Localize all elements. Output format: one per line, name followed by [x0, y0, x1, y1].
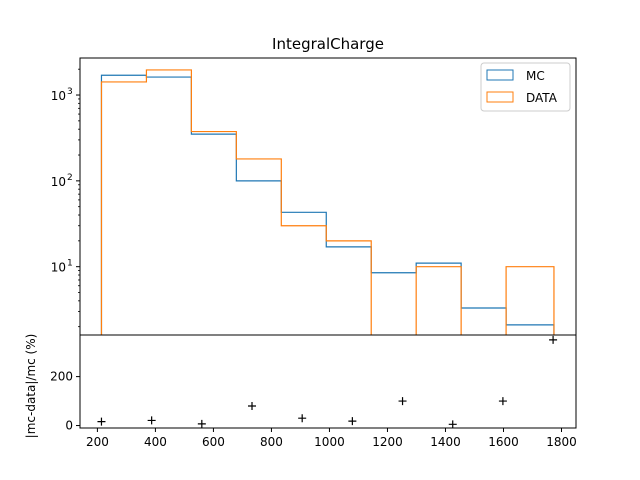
ratio-point-marker: [498, 397, 507, 406]
ratio-y-tick-label: 0: [65, 419, 73, 433]
x-tick-label: 800: [260, 435, 283, 449]
x-tick-label: 1800: [546, 435, 577, 449]
y-tick-label: 10: [51, 175, 66, 189]
y-tick-exponent: 1: [67, 259, 73, 269]
x-tick-label: 600: [202, 435, 225, 449]
legend-swatch-data: [486, 91, 514, 103]
ratio-panel: 0 200 200 400 600 800 1000 1200 1400 1600 1800 |m…: [24, 334, 577, 449]
legend-frame: [480, 62, 571, 112]
ratio-point-marker: [549, 335, 558, 344]
ratio-point-marker: [197, 419, 206, 428]
ratio-point-marker: [398, 397, 407, 406]
y-tick-label: 10: [51, 89, 66, 103]
legend: MC DATA: [480, 62, 571, 112]
ratio-axes-frame: [79, 335, 577, 429]
legend-label-mc: MC: [526, 69, 545, 83]
y-tick-label: 10: [51, 261, 66, 275]
ratio-point-marker: [248, 401, 257, 410]
legend-label-data: DATA: [526, 91, 558, 105]
histogram-series-mc: [100, 74, 555, 335]
x-tick-label: 1200: [372, 435, 403, 449]
ratio-point-marker: [97, 417, 106, 426]
ratio-point-marker: [348, 417, 357, 426]
ratio-point-marker: [448, 420, 457, 429]
x-tick-label: 1000: [314, 435, 345, 449]
histogram-series-data: [100, 69, 555, 335]
ratio-y-axis-label: |mc-data|/mc (%): [24, 334, 38, 439]
y-tick-exponent: 2: [67, 173, 73, 183]
x-tick-label: 200: [86, 435, 109, 449]
x-tick-label: 1600: [488, 435, 519, 449]
ratio-y-tick-label: 200: [50, 370, 73, 384]
main-axes-frame: [79, 57, 577, 336]
legend-swatch-mc: [486, 69, 514, 81]
x-tick-label: 400: [144, 435, 167, 449]
ratio-point-marker: [298, 414, 307, 423]
chart-title: IntegralCharge: [272, 35, 384, 53]
y-tick-exponent: 3: [67, 87, 73, 97]
ratio-point-marker: [147, 416, 156, 425]
x-tick-label: 1400: [430, 435, 461, 449]
